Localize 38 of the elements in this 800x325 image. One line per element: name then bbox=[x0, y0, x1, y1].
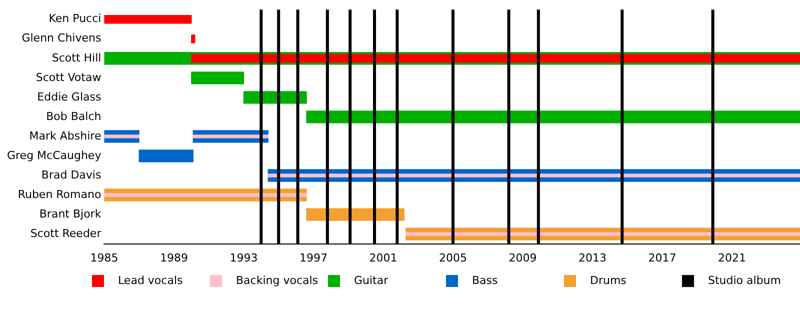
y-tick-label: Greg McCaughey bbox=[6, 148, 102, 162]
bar bbox=[192, 134, 268, 138]
x-tick-label: 1989 bbox=[160, 251, 188, 264]
bar bbox=[191, 54, 800, 63]
bar bbox=[104, 134, 140, 138]
bar bbox=[191, 34, 196, 44]
y-tick-label: Scott Reeder bbox=[30, 226, 102, 240]
bar bbox=[406, 232, 800, 236]
bar bbox=[104, 15, 192, 24]
x-tick-label: 2001 bbox=[369, 251, 398, 264]
x-tick-label: 2021 bbox=[718, 251, 746, 264]
bar bbox=[138, 150, 194, 162]
x-tick-label: 1993 bbox=[230, 251, 258, 264]
y-tick-label: Glenn Chivens bbox=[22, 32, 102, 45]
legend-label: Studio album bbox=[708, 274, 781, 287]
legend-label: Drums bbox=[590, 274, 626, 287]
legend-label: Guitar bbox=[354, 274, 388, 287]
y-tick-label: Ruben Romano bbox=[18, 188, 102, 201]
x-tick-label: 1997 bbox=[299, 251, 328, 264]
y-tick-label: Scott Votaw bbox=[36, 70, 102, 84]
x-tick-label: 2017 bbox=[648, 251, 676, 264]
y-tick-label: Ken Pucci bbox=[48, 12, 102, 26]
x-tick-label: 2013 bbox=[578, 251, 606, 264]
legend-label: Bass bbox=[472, 274, 498, 287]
y-tick-label: Brant Bjork bbox=[39, 207, 102, 220]
legend-label: Backing vocals bbox=[236, 274, 318, 287]
legend-label: Lead vocals bbox=[118, 274, 183, 287]
y-tick-label: Scott Hill bbox=[52, 51, 102, 64]
y-tick-label: Eddie Glass bbox=[37, 90, 102, 104]
y-tick-label: Brad Davis bbox=[41, 168, 102, 182]
x-tick-label: 2005 bbox=[438, 251, 467, 264]
x-tick-label: 2009 bbox=[508, 251, 537, 264]
y-tick-label: Mark Abshire bbox=[29, 129, 102, 142]
bar bbox=[268, 174, 800, 178]
bar bbox=[104, 193, 307, 197]
y-tick-label: Bob Balch bbox=[46, 110, 102, 123]
x-tick-label: 1985 bbox=[90, 251, 118, 264]
bar bbox=[191, 72, 244, 84]
